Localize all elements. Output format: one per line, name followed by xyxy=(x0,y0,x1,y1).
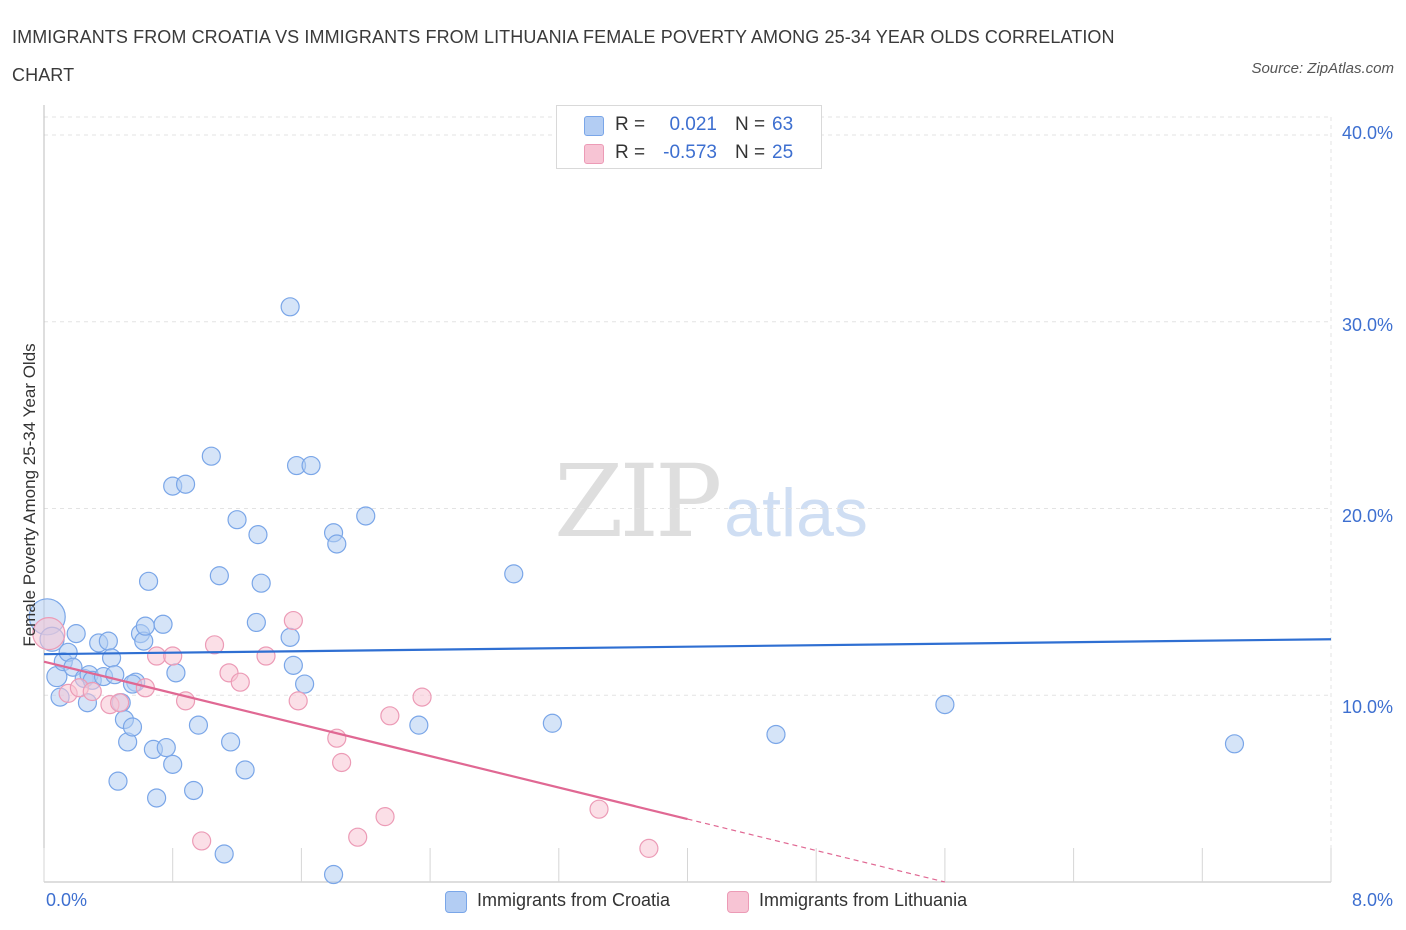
legend-r-value-croatia: 0.021 xyxy=(669,114,717,135)
data-point-lithuania xyxy=(332,752,352,773)
legend-row-croatia: R = 0.021 N = 63 xyxy=(557,111,821,139)
data-point-croatia xyxy=(301,455,321,476)
data-point-croatia xyxy=(122,717,143,737)
data-point-croatia xyxy=(227,510,247,530)
correlation-legend: R = 0.021 N = 63 R = -0.573 N = 25 xyxy=(556,105,822,169)
data-point-croatia xyxy=(251,573,271,593)
data-point-croatia xyxy=(246,612,266,633)
trend-line-lithuania xyxy=(43,660,688,821)
data-point-croatia xyxy=(280,627,300,647)
chart-source: Source: ZipAtlas.com xyxy=(1251,60,1394,77)
legend-row-lithuania: R = -0.573 N = 25 xyxy=(557,139,821,167)
legend-n-value-lithuania: 25 xyxy=(772,142,794,163)
data-point-croatia xyxy=(280,297,300,317)
data-point-croatia xyxy=(135,616,155,636)
data-point-croatia xyxy=(101,648,122,668)
trend-line-extension-lithuania xyxy=(687,818,946,883)
watermark-zip: ZIP xyxy=(554,443,722,560)
legend-label-lithuania: Immigrants from Lithuania xyxy=(759,890,968,910)
data-point-croatia xyxy=(283,655,303,675)
data-point-croatia xyxy=(153,614,173,634)
series-legend: Immigrants from Croatia Immigrants from … xyxy=(0,887,1406,917)
data-point-lithuania xyxy=(412,687,432,707)
data-point-lithuania xyxy=(256,646,276,666)
watermark-atlas: atlas xyxy=(724,475,868,551)
data-point-croatia xyxy=(214,844,234,864)
data-point-croatia xyxy=(209,566,229,586)
data-point-lithuania xyxy=(230,672,250,692)
legend-label-croatia: Immigrants from Croatia xyxy=(477,890,671,910)
data-point-croatia xyxy=(327,534,347,554)
legend-swatch-lithuania xyxy=(727,891,749,913)
data-point-lithuania xyxy=(589,799,609,819)
data-point-croatia xyxy=(295,674,315,694)
data-point-croatia xyxy=(147,788,167,808)
x-tick-label-min: 0.0% xyxy=(46,890,88,910)
data-point-croatia xyxy=(138,571,159,591)
legend-swatch-croatia xyxy=(445,891,467,913)
data-point-lithuania xyxy=(82,681,102,702)
data-point-lithuania xyxy=(375,807,395,827)
data-point-croatia xyxy=(66,624,86,644)
x-tick-label-max: 8.0% xyxy=(1351,890,1393,910)
legend-n-value-croatia: 63 xyxy=(772,114,794,135)
data-point-croatia xyxy=(108,771,128,791)
data-point-croatia xyxy=(235,760,255,780)
data-point-lithuania xyxy=(380,706,400,726)
legend-swatch-lithuania xyxy=(584,144,604,164)
trend-line-croatia xyxy=(43,638,1332,656)
y-tick-label-10: 10.0% xyxy=(1341,697,1393,717)
data-point-lithuania xyxy=(192,831,212,851)
chart-title: IMMIGRANTS FROM CROATIA VS IMMIGRANTS FR… xyxy=(12,27,1115,85)
data-point-croatia xyxy=(504,564,524,584)
data-point-lithuania xyxy=(163,646,183,666)
data-point-lithuania xyxy=(110,693,130,713)
data-point-croatia xyxy=(1224,734,1245,754)
data-point-croatia xyxy=(356,506,376,526)
data-point-croatia xyxy=(184,780,204,801)
watermark: ZIPatlas xyxy=(554,443,868,560)
data-point-croatia xyxy=(163,754,183,774)
data-point-croatia xyxy=(201,446,221,466)
legend-n-label: N = xyxy=(735,114,766,135)
y-tick-label-40: 40.0% xyxy=(1341,123,1393,143)
data-point-croatia xyxy=(766,724,786,745)
legend-swatch-croatia xyxy=(584,116,604,136)
data-point-lithuania xyxy=(348,827,368,847)
y-tick-label-20: 20.0% xyxy=(1341,506,1393,526)
data-point-lithuania xyxy=(288,691,308,711)
legend-r-label: R = xyxy=(615,114,646,135)
legend-r-value-lithuania: -0.573 xyxy=(663,142,717,163)
y-axis-label: Female Poverty Among 25-34 Year Olds xyxy=(20,343,39,647)
legend-n-label: N = xyxy=(735,142,766,163)
data-point-croatia xyxy=(156,737,176,758)
legend-r-label: R = xyxy=(615,142,646,163)
data-point-croatia xyxy=(542,713,562,733)
data-point-croatia xyxy=(323,864,344,885)
data-point-croatia xyxy=(409,715,429,735)
data-point-lithuania xyxy=(204,635,225,655)
data-point-lithuania xyxy=(639,838,659,858)
data-point-croatia xyxy=(248,525,268,545)
data-point-croatia xyxy=(175,474,196,494)
data-point-lithuania xyxy=(283,610,303,631)
y-tick-label-30: 30.0% xyxy=(1341,315,1393,335)
data-point-lithuania xyxy=(32,617,66,651)
data-point-lithuania xyxy=(147,646,167,666)
data-point-croatia xyxy=(935,694,955,715)
data-point-croatia xyxy=(188,715,209,735)
data-point-croatia xyxy=(166,663,186,683)
data-point-croatia xyxy=(98,631,118,651)
data-point-croatia xyxy=(221,732,241,752)
